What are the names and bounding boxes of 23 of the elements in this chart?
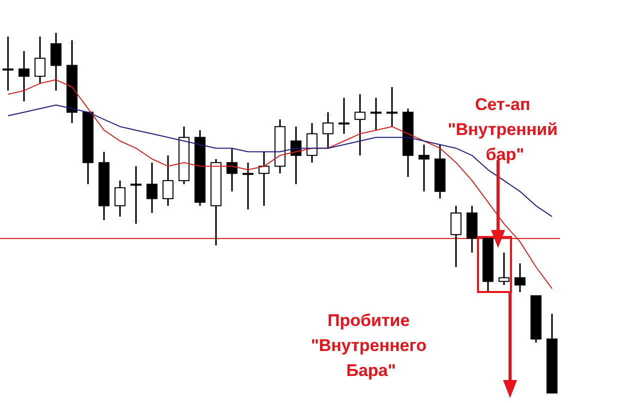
candlestick [18, 50, 30, 102]
candlestick [514, 262, 526, 293]
candlestick [338, 97, 350, 135]
candlestick [146, 162, 158, 214]
candlestick [370, 97, 382, 131]
candlestick [354, 93, 366, 156]
candlestick [450, 205, 462, 268]
candlestick [50, 32, 62, 92]
candlestick [418, 144, 430, 192]
candlestick [226, 147, 238, 192]
candlestick [386, 86, 398, 128]
candlestick [114, 180, 126, 218]
annotation: Сет-ап "Внутренний бар" [448, 95, 562, 164]
candlestick [130, 165, 142, 225]
candlestick [498, 252, 510, 286]
candlestick [306, 122, 318, 164]
candlestick [242, 162, 254, 210]
candlestick [2, 36, 14, 92]
candlestick [162, 154, 174, 207]
candlestick [34, 36, 46, 84]
candlestick [322, 111, 334, 149]
annotation: Пробитие "Внутреннего Бара" [310, 311, 432, 380]
candlestick [258, 151, 270, 207]
